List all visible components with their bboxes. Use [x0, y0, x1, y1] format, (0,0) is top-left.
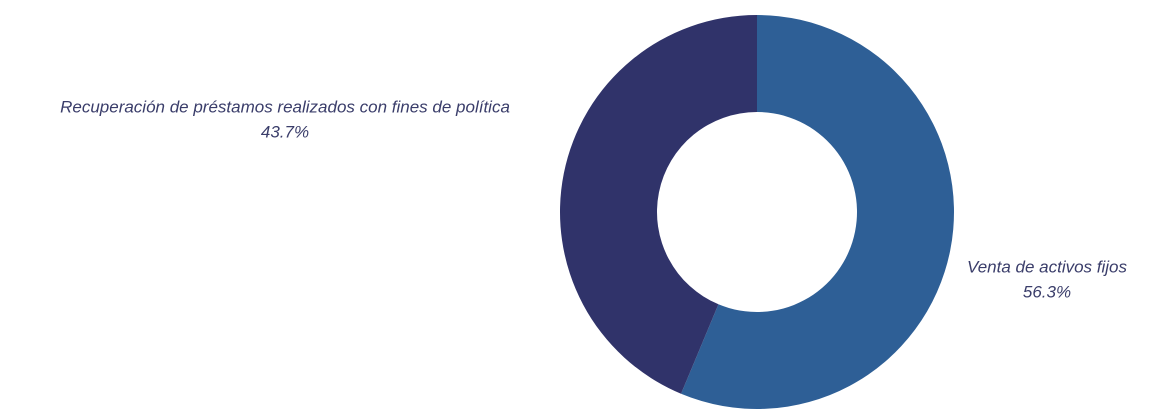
donut-slice	[681, 15, 954, 409]
slice-value-label: 43.7%	[261, 122, 309, 141]
slice-label: Venta de activos fijos	[967, 257, 1128, 276]
slice-value-label: 56.3%	[1023, 282, 1071, 301]
donut-slice	[559, 15, 757, 394]
slice-label: Recuperación de préstamos realizados con…	[60, 97, 510, 116]
